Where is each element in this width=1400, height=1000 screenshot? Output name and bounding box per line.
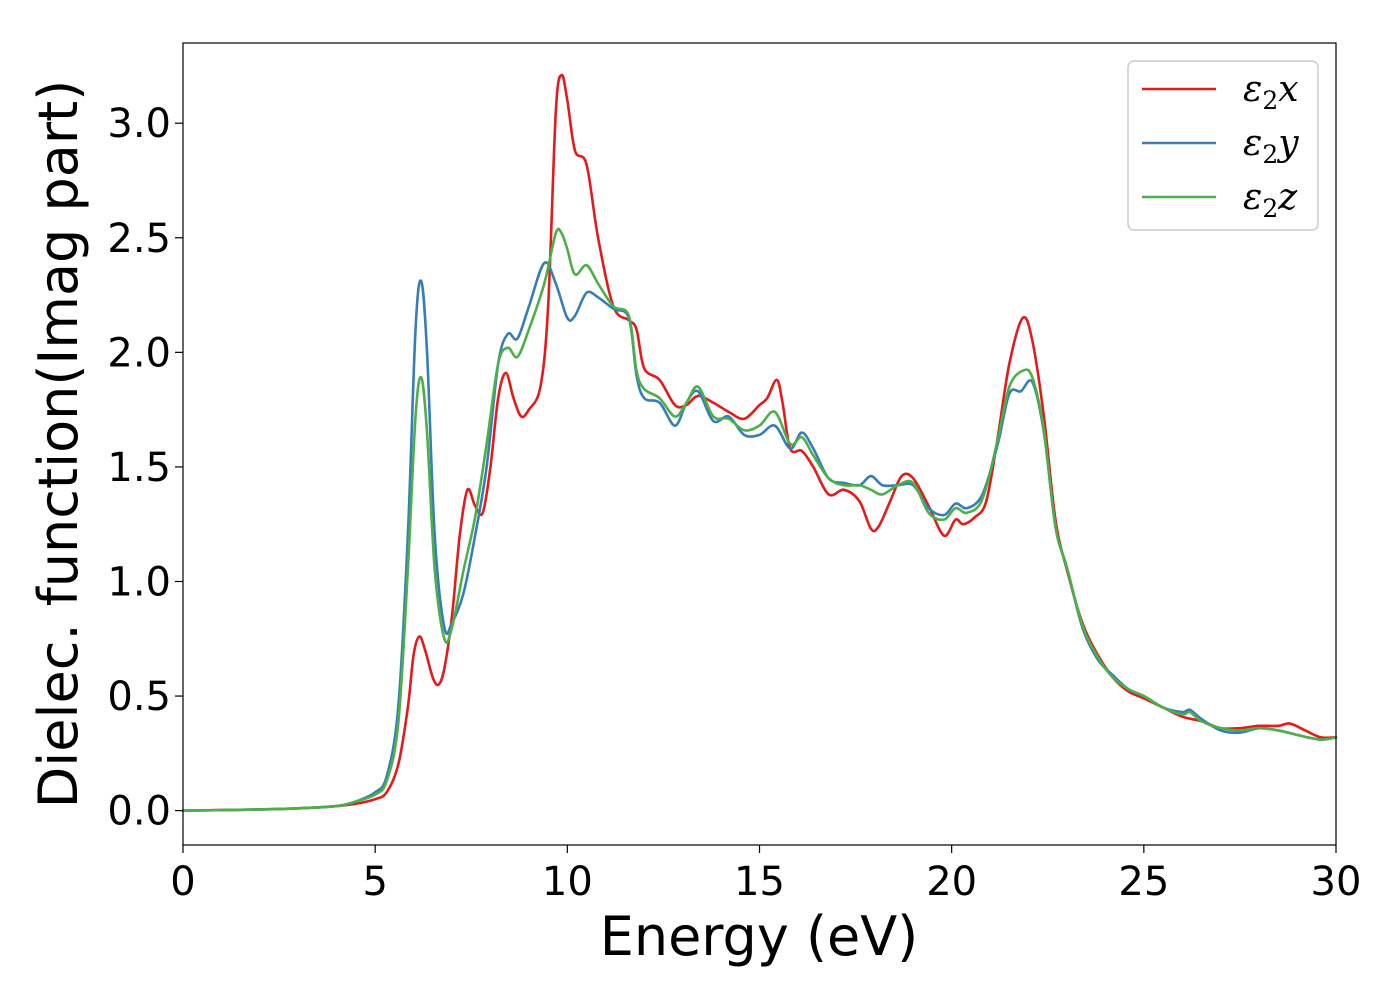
x-axis-title: Energy (eV) [600, 905, 919, 968]
y-tick-label: 0.5 [107, 674, 171, 720]
y-tick-label: 0.0 [107, 789, 171, 835]
x-tick-label: 0 [170, 859, 195, 905]
legend-label-z: ε2z [1243, 177, 1298, 223]
y-tick-label: 2.0 [107, 330, 171, 376]
y-axis-title: Dielec. function(Imag part) [27, 80, 90, 809]
y-tick-label: 3.0 [107, 101, 171, 147]
series-layer [181, 73, 1338, 812]
legend-label-y: ε2y [1243, 123, 1299, 169]
x-tick-label: 10 [542, 859, 593, 905]
y-axis-ticks: 0.0 0.5 1.0 1.5 2.0 2.5 3.0 [107, 101, 183, 835]
legend-box [1127, 60, 1319, 231]
x-axis-ticks: 0 5 10 15 20 25 30 [170, 845, 1361, 905]
y-tick-label: 1.5 [107, 445, 171, 491]
y-tick-label: 2.5 [107, 216, 171, 262]
legend-label-x: ε2x [1243, 69, 1299, 115]
series-line-z [181, 227, 1338, 812]
legend: ε2x ε2y ε2z [1127, 60, 1319, 231]
x-tick-label: 15 [734, 859, 785, 905]
y-tick-label: 1.0 [107, 559, 171, 605]
x-tick-label: 25 [1118, 859, 1169, 905]
x-tick-label: 5 [362, 859, 387, 905]
x-tick-label: 20 [926, 859, 977, 905]
x-tick-label: 30 [1311, 859, 1362, 905]
